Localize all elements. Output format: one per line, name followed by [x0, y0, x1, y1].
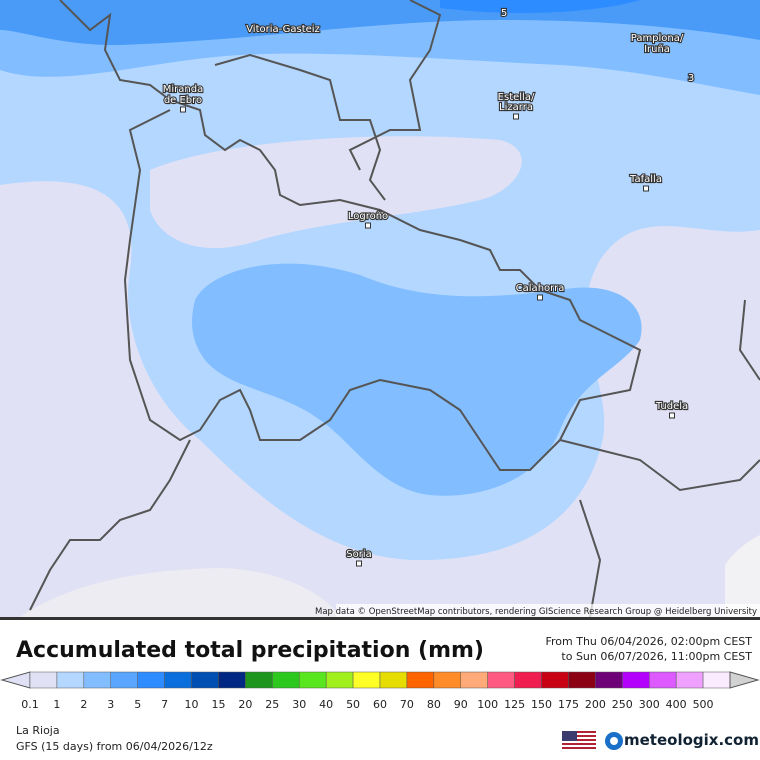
scale-swatch [648, 671, 677, 689]
contour-label: 5 [501, 8, 507, 19]
city-label: Tudela [655, 401, 688, 412]
scale-label: 0.1 [21, 698, 39, 711]
scale-swatch [83, 671, 112, 689]
scale-label: 50 [346, 698, 360, 711]
contour-low [150, 136, 522, 249]
scale-label: 7 [161, 698, 168, 711]
scale-swatch [29, 671, 58, 689]
scale-label: 250 [612, 698, 633, 711]
city-label: Pamplona/ [631, 33, 684, 44]
scale-swatch [164, 671, 192, 689]
color-scale: 0.1 1 2 3 5 7 10 15 20 25 30 40 50 60 70 80 90 100 125 150 1… [0, 671, 760, 711]
scale-swatch [298, 671, 327, 689]
attribution-bg [336, 604, 760, 617]
scale-label: 125 [504, 698, 525, 711]
scale-arrow-low [0, 671, 31, 689]
city-dot [537, 294, 543, 301]
scale-label: 10 [185, 698, 199, 711]
scale-arrow-high [729, 671, 760, 689]
city-dot [365, 222, 371, 229]
scale-swatch [595, 671, 623, 689]
attribution: Map data © OpenStreetMap contributors, r… [315, 607, 757, 617]
date-from: From Thu 06/04/2026, 02:00pm CEST [545, 635, 752, 648]
scale-swatch [110, 671, 138, 689]
region: La Rioja [16, 724, 60, 737]
borders [29, 0, 760, 617]
scale-label: 150 [531, 698, 552, 711]
city-dot [669, 412, 675, 419]
city-label: de Ebro [164, 95, 202, 106]
scale-swatch [487, 671, 515, 689]
contour-label: 3 [688, 73, 694, 84]
scale-swatch [325, 671, 354, 689]
city-dot [643, 185, 649, 192]
scale-label: 200 [585, 698, 606, 711]
scale-label: 70 [400, 698, 414, 711]
city-label: Iruña [644, 44, 670, 55]
scale-swatch [514, 671, 542, 689]
city-dots [180, 106, 675, 567]
city-dot [513, 113, 519, 120]
scale-label: 1 [53, 698, 60, 711]
scale-label: 175 [558, 698, 579, 711]
brand-logo [605, 732, 623, 750]
scale-label: 40 [319, 698, 333, 711]
scale-swatch [541, 671, 569, 689]
city-label: Lizarra [499, 102, 533, 113]
scale-label: 100 [477, 698, 498, 711]
scale-swatch [272, 671, 300, 689]
brand: meteologix.com [624, 731, 759, 749]
scale-swatch [433, 671, 462, 689]
scale-label: 5 [134, 698, 141, 711]
divider [0, 617, 760, 620]
city-label: Estella/ [498, 92, 535, 103]
date-to: to Sun 06/07/2026, 11:00pm CEST [561, 650, 752, 663]
scale-label: 400 [666, 698, 687, 711]
scale-swatch [56, 671, 85, 689]
scale-label: 20 [238, 698, 252, 711]
model: GFS (15 days) from 06/04/2026/12z [16, 740, 213, 753]
contour-5 [440, 0, 640, 14]
scale-label: 300 [639, 698, 660, 711]
scale-label: 3 [107, 698, 114, 711]
scale-swatch [379, 671, 408, 689]
city-label: Tafalla [629, 174, 662, 185]
scale-swatch [218, 671, 246, 689]
scale-swatch [702, 671, 731, 689]
scale-swatch [137, 671, 165, 689]
scale-label: 25 [265, 698, 279, 711]
scale-swatch [568, 671, 596, 689]
scale-label: 30 [292, 698, 306, 711]
city-label: Vitoria-Gasteiz [246, 24, 320, 35]
city-dot [356, 560, 362, 567]
scale-swatch [352, 671, 381, 689]
scale-swatch [191, 671, 219, 689]
flag-us [562, 731, 596, 751]
scale-label: 90 [454, 698, 468, 711]
scale-swatch [245, 671, 273, 689]
scale-label: 2 [80, 698, 87, 711]
scale-swatch [460, 671, 488, 689]
scale-swatch [406, 671, 435, 689]
city-label: Soria [346, 549, 371, 560]
scale-label: 15 [211, 698, 225, 711]
city-dot [180, 106, 186, 113]
scale-label: 80 [427, 698, 441, 711]
scale-swatch [675, 671, 704, 689]
city-label: Calahorra [516, 283, 565, 294]
contour-dry-east [725, 535, 760, 617]
contour-dry [20, 568, 340, 617]
contour-2 [192, 263, 642, 496]
legend-title: Accumulated total precipitation (mm) [16, 638, 484, 663]
scale-swatch [622, 671, 650, 689]
city-label: Miranda [163, 84, 203, 95]
scale-label: 60 [373, 698, 387, 711]
scale-label: 500 [693, 698, 714, 711]
city-label: Logroño [348, 211, 388, 222]
